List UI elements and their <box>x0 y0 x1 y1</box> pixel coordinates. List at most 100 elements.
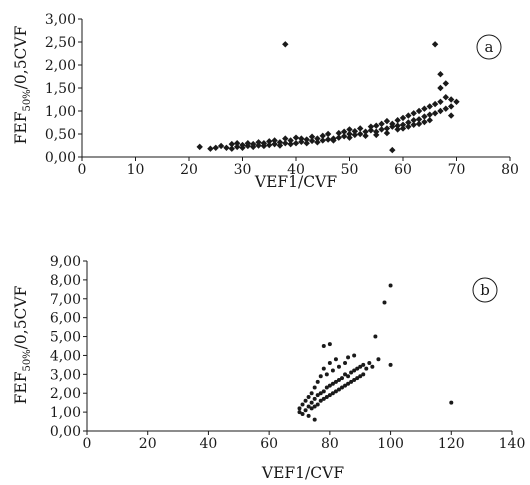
panel-b-xlabel: VEF1/CVF <box>261 464 344 482</box>
data-point <box>405 123 412 130</box>
data-point <box>318 374 323 379</box>
data-point <box>314 135 321 142</box>
data-point <box>383 117 391 125</box>
data-point <box>330 368 335 373</box>
data-point <box>327 393 332 398</box>
data-point <box>383 129 391 137</box>
data-point <box>324 372 329 377</box>
data-point <box>346 355 351 360</box>
data-point <box>335 129 342 137</box>
data-point <box>330 137 337 144</box>
data-point <box>228 140 235 148</box>
data-point <box>355 376 360 381</box>
panel-a-xlabel: VEF1/CVF <box>254 173 337 191</box>
data-point <box>318 391 323 396</box>
data-point <box>266 141 273 149</box>
data-point <box>352 368 357 373</box>
data-point <box>388 283 393 288</box>
data-point <box>346 130 353 138</box>
data-point <box>309 391 314 396</box>
data-point <box>271 137 278 144</box>
data-point <box>442 94 449 101</box>
data-point <box>399 125 407 132</box>
data-point <box>378 120 385 128</box>
data-point <box>358 364 363 369</box>
data-point <box>292 140 300 147</box>
x-tick-label: 10 <box>127 162 145 178</box>
data-point <box>324 385 329 390</box>
data-point <box>367 127 375 134</box>
data-point <box>308 137 316 145</box>
data-point <box>405 119 412 126</box>
data-point <box>343 372 348 377</box>
x-tick-label: 30 <box>234 162 252 178</box>
x-tick-label: 20 <box>180 162 198 178</box>
data-point <box>333 357 338 362</box>
data-point <box>453 98 460 105</box>
data-point <box>376 357 381 362</box>
y-tick-label: 9,00 <box>50 254 81 270</box>
y-tick-label: 8,00 <box>50 273 81 289</box>
data-point <box>340 385 344 390</box>
panel-b-badge-circle <box>472 277 498 303</box>
data-point <box>271 140 278 148</box>
data-point <box>394 126 401 133</box>
data-point <box>346 126 353 133</box>
y-tick-label: 3,00 <box>50 367 81 383</box>
x-tick-label: 140 <box>499 436 526 452</box>
data-point <box>355 366 360 371</box>
data-point <box>312 417 317 422</box>
data-point <box>303 136 310 143</box>
data-point <box>382 300 387 305</box>
data-point <box>426 111 433 118</box>
data-point <box>303 398 308 403</box>
data-point <box>394 117 401 124</box>
data-point <box>431 100 439 108</box>
x-tick-label: 100 <box>377 436 404 452</box>
data-point <box>255 142 262 149</box>
panel-a-ylabel: FEF50%/0,5CVF <box>12 25 33 144</box>
data-point <box>388 362 393 367</box>
data-point <box>330 381 335 386</box>
x-tick-label: 60 <box>260 436 278 452</box>
data-point <box>282 41 289 48</box>
data-point <box>367 123 375 130</box>
x-tick-label: 80 <box>321 436 339 452</box>
data-point <box>233 140 241 147</box>
panel-b-ylabel: FEF50%/0,5CVF <box>12 285 33 404</box>
data-point <box>349 370 354 375</box>
data-point <box>324 395 329 399</box>
y-tick-label: 1,00 <box>45 104 76 120</box>
x-tick-label: 80 <box>501 162 519 178</box>
panel-a-ylabel-sub: 50% <box>22 89 33 111</box>
data-point <box>410 117 417 124</box>
data-point <box>223 144 230 151</box>
y-tick-label: 2,00 <box>45 58 76 74</box>
panel-a-ylabel-text: FEF50%/0,5CVF <box>12 25 33 144</box>
panel-a-badge-label: a <box>485 38 494 56</box>
data-point <box>449 400 454 405</box>
panel-a-badge-circle <box>476 34 502 60</box>
y-tick-label: 0,00 <box>45 150 76 166</box>
data-point <box>447 96 455 103</box>
data-point <box>287 140 294 148</box>
data-point <box>399 114 407 122</box>
data-point <box>346 374 351 379</box>
y-tick-label: 2,50 <box>45 35 76 51</box>
data-point <box>298 138 305 146</box>
data-point <box>306 395 311 399</box>
data-point <box>228 145 235 152</box>
data-point <box>343 361 348 365</box>
data-point <box>300 412 305 416</box>
y-tick-label: 3,00 <box>45 12 76 28</box>
panel-b-badge: b <box>472 277 498 303</box>
data-point <box>333 389 338 394</box>
panel-a-badge: a <box>476 34 502 60</box>
data-point <box>351 128 359 135</box>
x-tick-label: 50 <box>341 162 359 178</box>
data-point <box>233 143 241 151</box>
y-tick-label: 4,00 <box>50 348 81 364</box>
chart-panel-a: 0 10 20 30 40 50 60 70 80 0,00 0,50 1,00 1,50 2,00 2,5… <box>12 12 519 191</box>
data-point <box>361 362 366 367</box>
